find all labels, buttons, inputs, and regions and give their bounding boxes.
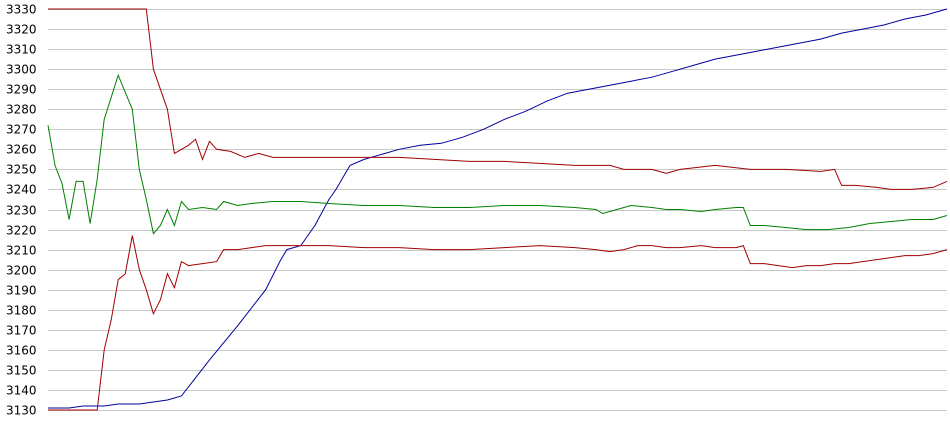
series-line-4	[48, 235, 948, 411]
y-tick-label: 3210	[6, 244, 37, 258]
y-tick-label: 3230	[6, 204, 37, 218]
y-tick-label: 3170	[6, 324, 37, 338]
y-tick-label: 3290	[6, 83, 37, 97]
grid	[48, 9, 947, 411]
y-tick-label: 3270	[6, 123, 37, 137]
y-tick-label: 3150	[6, 364, 37, 378]
y-tick-label: 3240	[6, 183, 37, 197]
y-axis-ticks: 3330 3320 3310 3300 3290 3280 3270 3260 3250 3240…	[6, 3, 37, 418]
y-tick-label: 3330	[6, 3, 37, 17]
y-tick-label: 3310	[6, 43, 37, 57]
series-lines	[47, 8, 948, 411]
y-tick-label: 3160	[6, 344, 37, 358]
series-line-3	[47, 73, 948, 235]
y-tick-label: 3220	[6, 224, 37, 238]
y-tick-label: 3250	[6, 163, 37, 177]
y-tick-label: 3260	[6, 143, 37, 157]
y-tick-label: 3300	[6, 63, 37, 77]
y-tick-label: 3280	[6, 103, 37, 117]
y-tick-label: 3180	[6, 304, 37, 318]
y-tick-label: 3320	[6, 23, 37, 37]
y-tick-label: 3190	[6, 284, 37, 298]
y-tick-label: 3130	[6, 404, 37, 418]
y-tick-label: 3200	[6, 264, 37, 278]
series-line-1	[48, 8, 948, 409]
y-tick-label: 3140	[6, 384, 37, 398]
series-line-2	[48, 8, 948, 190]
